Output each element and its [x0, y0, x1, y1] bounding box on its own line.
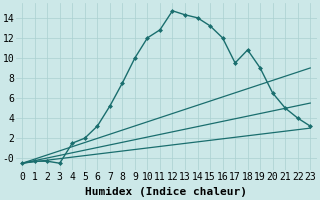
X-axis label: Humidex (Indice chaleur): Humidex (Indice chaleur) [85, 187, 247, 197]
